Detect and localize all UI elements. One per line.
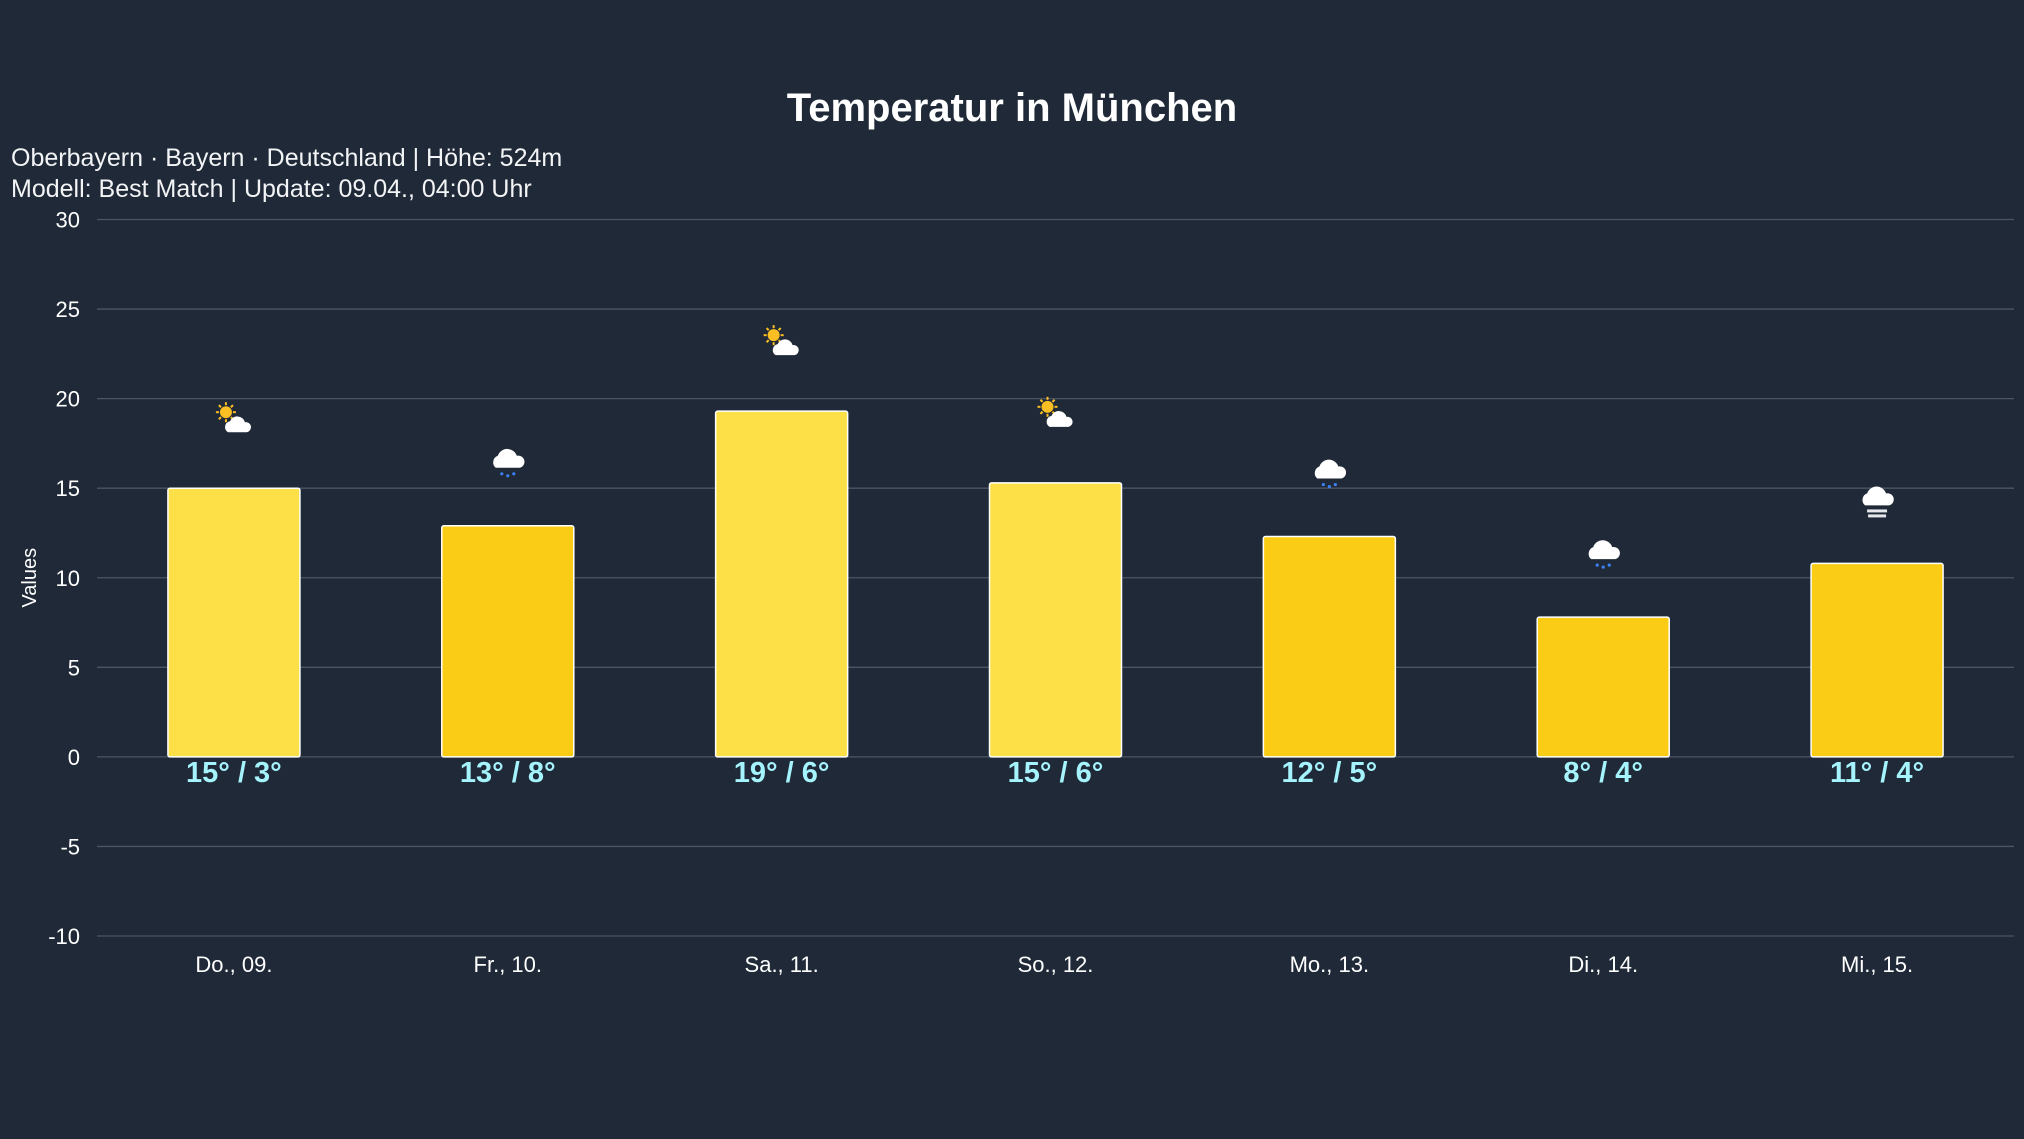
raindrop [512, 472, 516, 476]
raindrop [1321, 482, 1325, 487]
bar-data-label: 15° / 6° [1008, 757, 1104, 789]
fog-line [1868, 514, 1887, 518]
chart-subtitle-model: Modell: Best Match | Update: 09.04., 04:… [11, 175, 532, 203]
raindrop [1601, 565, 1605, 569]
bar [1810, 562, 1944, 758]
y-tick-label: 30 [56, 208, 80, 233]
chart-subtitle-location: Oberbayern · Bayern · Deutschland | Höhe… [11, 144, 563, 172]
cloud-shape [225, 416, 252, 433]
bar-data-label: 12° / 5° [1281, 757, 1377, 789]
y-tick-label: 10 [56, 566, 80, 591]
bar-data-label: 15° / 3° [186, 757, 282, 789]
sun-ray [1039, 399, 1044, 403]
bar [714, 410, 849, 758]
rain-icon [493, 448, 525, 478]
rain-icon [1314, 459, 1347, 489]
sun-ray [218, 416, 222, 420]
sun-ray [230, 404, 234, 408]
x-tick-label: Fr., 10. [474, 952, 542, 977]
raindrop [1595, 563, 1599, 567]
cloud-shape [1046, 411, 1073, 427]
x-tick-label: Sa., 11. [745, 952, 819, 977]
x-tick-label: Di., 14. [1568, 952, 1638, 977]
bar-data-label: 19° / 6° [734, 757, 830, 789]
sun-icon [219, 406, 232, 419]
x-tick-label: Mi., 15. [1841, 952, 1913, 977]
cloud-shape [772, 339, 799, 356]
bar [441, 525, 575, 758]
cloud-shape [493, 448, 525, 468]
x-tick-label: Mo., 13. [1290, 952, 1369, 977]
bar [1536, 616, 1670, 758]
cloud-shape [1862, 486, 1894, 506]
bar [988, 482, 1123, 758]
x-tick-label: So., 12. [1018, 952, 1094, 977]
y-tick-label: -10 [48, 924, 80, 949]
fog-icon [1862, 486, 1894, 518]
fog-line [1867, 509, 1888, 513]
sun-ray [765, 339, 770, 343]
sun-ray [765, 327, 770, 331]
raindrop [1607, 563, 1611, 567]
sun-icon [1041, 400, 1054, 413]
bar-data-label: 13° / 8° [460, 757, 556, 789]
y-tick-label: 15 [56, 476, 80, 501]
sun-ray [218, 404, 222, 408]
raindrop [1333, 482, 1337, 487]
sun-ray [1051, 399, 1056, 403]
sun-ray [777, 327, 782, 331]
partly-cloudy-icon [763, 325, 799, 356]
cloud-shape [1314, 459, 1347, 479]
raindrop [1327, 484, 1331, 489]
y-tick-label: 0 [68, 745, 80, 770]
cloud-shape [1588, 540, 1620, 560]
raindrop [506, 474, 510, 478]
bar-data-label: 11° / 4° [1830, 757, 1924, 789]
chart-title: Temperatur in München [786, 86, 1238, 130]
y-tick-label: 5 [68, 655, 80, 680]
bar [1262, 535, 1397, 758]
x-tick-label: Do., 09. [195, 952, 272, 977]
y-tick-label: 25 [56, 297, 80, 322]
y-axis-label: Values [19, 548, 41, 608]
y-tick-label: -5 [60, 834, 80, 859]
partly-cloudy-icon [1037, 396, 1073, 427]
y-tick-label: 20 [56, 387, 80, 412]
sun-ray [1039, 411, 1044, 415]
sun-icon [767, 329, 780, 342]
rain-icon [1588, 540, 1620, 569]
bar [167, 487, 301, 758]
bar-data-label: 8° / 4° [1563, 757, 1643, 789]
partly-cloudy-icon [215, 402, 252, 433]
raindrop [500, 472, 504, 476]
